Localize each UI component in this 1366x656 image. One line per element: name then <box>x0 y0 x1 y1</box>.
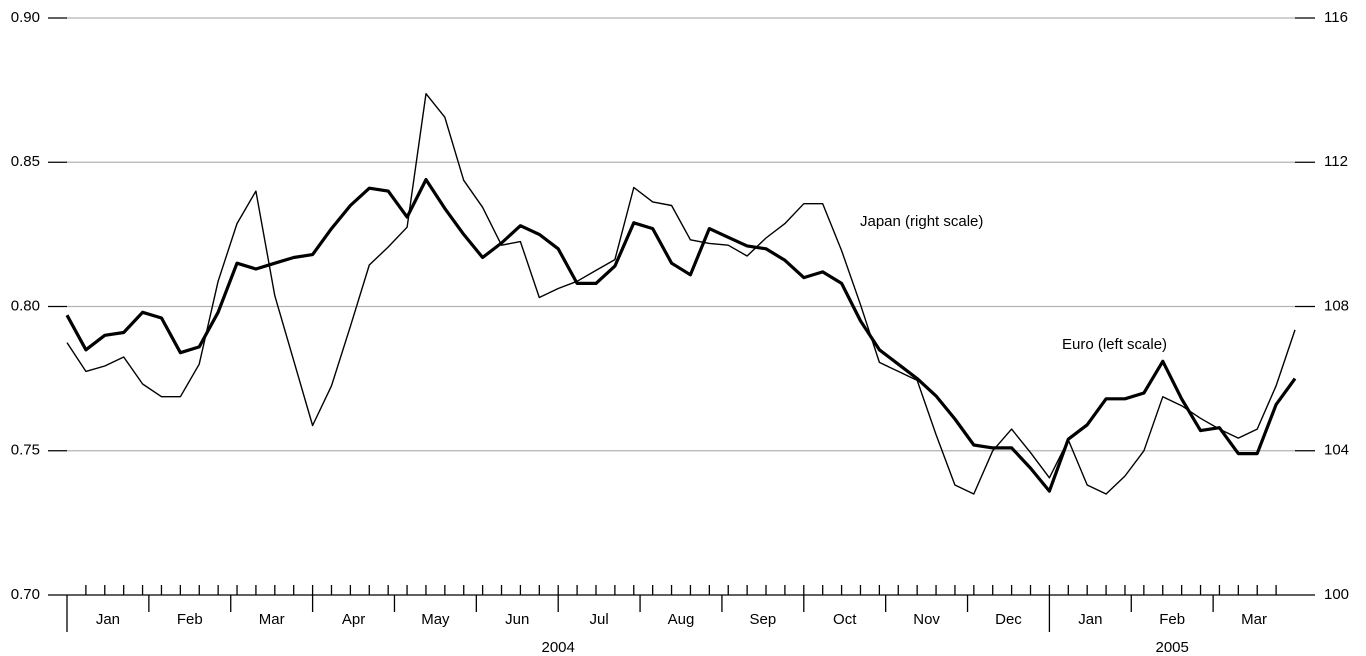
x-tick-label: Jul <box>590 611 609 628</box>
y-tick-label: 0.80 <box>11 297 40 314</box>
x-tick-label: Jan <box>96 611 120 628</box>
y2-tick-label: 112 <box>1324 153 1348 170</box>
x-tick-label: Dec <box>995 611 1022 628</box>
x-tick-label: Oct <box>833 611 857 628</box>
y-tick-label: 0.85 <box>11 153 40 170</box>
x-tick-label: Mar <box>259 611 285 628</box>
y2-tick-label: 100 <box>1324 586 1349 603</box>
annotation: Euro (left scale) <box>1062 336 1167 353</box>
x-tick-label: Jun <box>505 611 529 628</box>
year-label: 2005 <box>1156 639 1189 656</box>
x-tick-label: Feb <box>177 611 203 628</box>
x-tick-label: Nov <box>913 611 940 628</box>
x-tick-label: May <box>421 611 450 628</box>
series-line <box>66 93 1296 495</box>
y-tick-label: 0.90 <box>11 9 40 26</box>
annotation: Japan (right scale) <box>860 213 983 230</box>
x-tick-label: Sep <box>750 611 777 628</box>
x-tick-label: Mar <box>1241 611 1267 628</box>
x-tick-label: Feb <box>1159 611 1185 628</box>
y-tick-label: 0.70 <box>11 586 40 603</box>
series-line <box>65 178 1297 493</box>
y2-tick-label: 116 <box>1324 9 1348 26</box>
year-label: 2004 <box>542 639 575 656</box>
x-tick-label: Aug <box>668 611 695 628</box>
y-tick-label: 0.75 <box>11 442 40 459</box>
y2-tick-label: 104 <box>1324 442 1349 459</box>
y2-tick-label: 108 <box>1324 297 1349 314</box>
x-tick-label: Apr <box>342 611 365 628</box>
x-tick-label: Jan <box>1078 611 1102 628</box>
